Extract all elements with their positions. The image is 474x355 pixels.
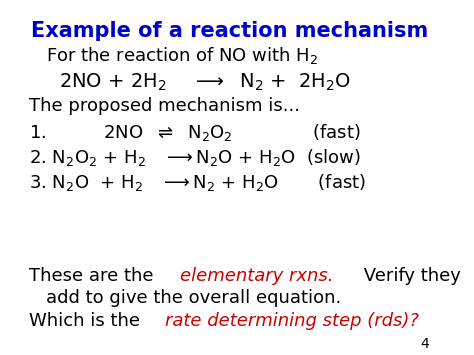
Text: 2. N$_2$O$_2$ + H$_2$   $\longrightarrow$N$_2$O + H$_2$O  (slow): 2. N$_2$O$_2$ + H$_2$ $\longrightarrow$N… bbox=[29, 147, 361, 168]
Text: 3. N$_2$O  + H$_2$   $\longrightarrow$N$_2$ + H$_2$O       (fast): 3. N$_2$O + H$_2$ $\longrightarrow$N$_2$… bbox=[29, 172, 366, 193]
Text: Verify they: Verify they bbox=[358, 267, 461, 285]
Text: The proposed mechanism is...: The proposed mechanism is... bbox=[29, 97, 300, 115]
Text: 1.          2NO  $\rightleftharpoons$  N$_2$O$_2$              (fast): 1. 2NO $\rightleftharpoons$ N$_2$O$_2$ (… bbox=[29, 122, 361, 143]
Text: These are the: These are the bbox=[29, 267, 159, 285]
Text: 4: 4 bbox=[421, 337, 429, 351]
Text: elementary rxns.: elementary rxns. bbox=[180, 267, 334, 285]
Text: rate determining step (rds)?: rate determining step (rds)? bbox=[164, 312, 419, 330]
Text: Which is the: Which is the bbox=[29, 312, 146, 330]
Text: 2NO + 2H$_2$    $\longrightarrow$  N$_2$ +  2H$_2$O: 2NO + 2H$_2$ $\longrightarrow$ N$_2$ + 2… bbox=[59, 71, 351, 93]
Text: Example of a reaction mechanism: Example of a reaction mechanism bbox=[31, 21, 428, 40]
Text: For the reaction of NO with H$_2$: For the reaction of NO with H$_2$ bbox=[46, 45, 319, 66]
Text: add to give the overall equation.: add to give the overall equation. bbox=[46, 289, 341, 307]
